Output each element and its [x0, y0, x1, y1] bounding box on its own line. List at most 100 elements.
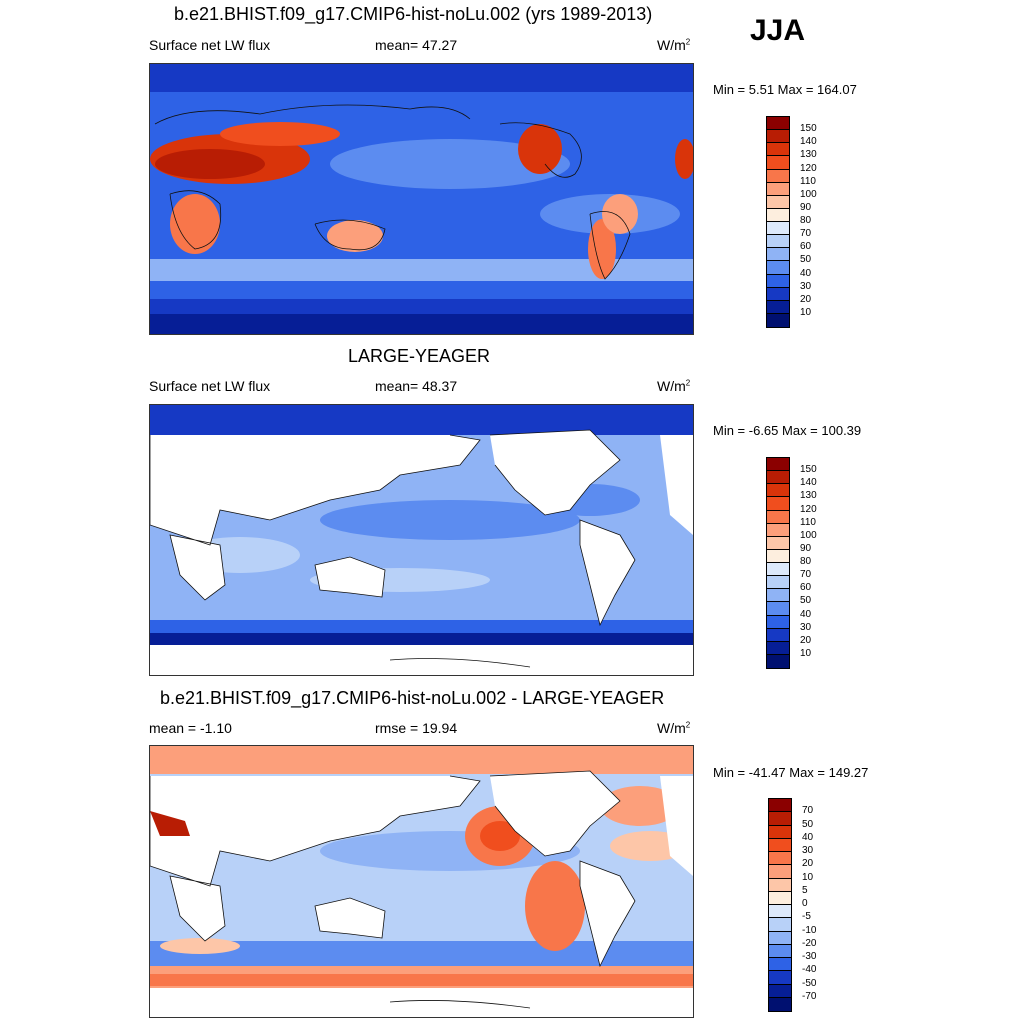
colorbar-swatch: [767, 497, 789, 511]
colorbar-tick-label: 130: [800, 149, 817, 161]
colorbar-swatch: [769, 931, 791, 945]
colorbar-swatch: [769, 852, 791, 866]
panel3-map-field: [150, 746, 693, 1017]
colorbar-swatch: [767, 641, 789, 655]
colorbar-tick-label: 40: [800, 267, 812, 279]
colorbar-swatch: [767, 261, 789, 275]
colorbar-tick-label: 140: [800, 136, 817, 148]
panel3-title: b.e21.BHIST.f09_g17.CMIP6-hist-noLu.002 …: [160, 688, 665, 708]
panel3-rmse: rmse = 19.94: [375, 720, 458, 736]
colorbar-swatch: [767, 182, 789, 196]
colorbar-swatch: [767, 484, 789, 498]
colorbar-tick-label: -30: [802, 951, 817, 962]
panel2-title: LARGE-YEAGER: [348, 346, 491, 366]
colorbar-swatch: [767, 576, 789, 590]
colorbar-tick-label: 150: [800, 123, 817, 135]
panel1-map: [149, 63, 694, 335]
colorbar-swatch: [769, 944, 791, 958]
colorbar-swatch: [769, 891, 791, 905]
colorbar-swatch: [767, 274, 789, 288]
panel2-units: W/m2: [657, 378, 691, 394]
colorbar-tick-label: 110: [800, 516, 816, 528]
colorbar-tick-label: -50: [802, 977, 817, 989]
colorbar-swatch: [767, 589, 789, 603]
colorbar-swatch: [767, 300, 789, 314]
colorbar-tick-label: 30: [800, 280, 812, 292]
colorbar-swatch: [767, 471, 789, 485]
colorbar-swatch: [769, 997, 791, 1011]
panel3-colorbar: 70 50 40 30 20 10 5 0 -5 -10 -20 -30 -40 -50 -70: [768, 798, 816, 1012]
colorbar-tick-label: 40: [800, 608, 812, 620]
colorbar-tick-label: 50: [800, 254, 812, 266]
panel2-map-field: [150, 405, 693, 675]
colorbar-swatch: [769, 865, 791, 879]
colorbar-swatch: [767, 458, 789, 472]
panel2-minmax: Min = -6.65 Max = 100.39: [713, 423, 862, 438]
colorbar-swatch: [769, 838, 791, 852]
colorbar-swatch: [767, 523, 789, 537]
panel2-mean: mean= 48.37: [375, 378, 458, 394]
colorbar-swatch: [767, 549, 789, 563]
colorbar-swatch: [767, 615, 789, 629]
colorbar-swatch: [769, 958, 791, 972]
colorbar-swatch: [767, 143, 789, 157]
colorbar-swatch: [767, 156, 789, 170]
colorbar-swatch: [769, 812, 791, 826]
colorbar-swatch: [769, 905, 791, 919]
panel3-map: [149, 745, 694, 1018]
panel1-variable: Surface net LW flux: [149, 37, 271, 53]
colorbar-swatch: [767, 313, 789, 327]
colorbar-swatch: [769, 984, 791, 998]
colorbar-tick-label: 40: [802, 831, 814, 843]
colorbar-swatch: [767, 222, 789, 236]
colorbar-swatch: [767, 602, 789, 616]
colorbar-tick-label: 50: [800, 595, 812, 607]
colorbar-tick-label: 100: [800, 188, 817, 200]
panel1-map-field: [150, 64, 693, 334]
colorbar-swatch: [767, 169, 789, 183]
colorbar-swatch: [767, 654, 789, 668]
colorbar-tick-label: 10: [800, 306, 812, 318]
panel3-mean: mean = -1.10: [149, 720, 232, 736]
colorbar-swatch: [767, 130, 789, 144]
panel3-units: W/m2: [657, 720, 691, 736]
colorbar-swatch: [769, 918, 791, 932]
colorbar-swatch: [767, 117, 789, 131]
colorbar-swatch: [767, 208, 789, 222]
panel1-mean: mean= 47.27: [375, 37, 458, 53]
colorbar-tick-label: -5: [802, 911, 811, 923]
colorbar-tick-label: 70: [802, 805, 814, 817]
colorbar-tick-label: 30: [800, 621, 812, 633]
panel1-title: b.e21.BHIST.f09_g17.CMIP6-hist-noLu.002 …: [174, 4, 653, 24]
panel2-variable: Surface net LW flux: [149, 378, 271, 394]
colorbar-tick-label: -40: [802, 964, 817, 976]
colorbar-swatch: [767, 195, 789, 209]
colorbar-tick-label: 50: [802, 818, 814, 830]
panel1-minmax: Min = 5.51 Max = 164.07: [713, 82, 857, 97]
colorbar-tick-label: 80: [800, 215, 812, 226]
colorbar-swatch: [767, 235, 789, 249]
colorbar-tick-label: 20: [800, 634, 812, 646]
colorbar-tick-label: 0: [802, 898, 808, 909]
colorbar-swatch: [767, 287, 789, 301]
colorbar-tick-label: 140: [800, 477, 817, 489]
panel1-units: W/m2: [657, 37, 691, 53]
panel2-map: [149, 404, 694, 676]
colorbar-tick-label: 90: [800, 201, 812, 213]
colorbar-tick-label: 20: [802, 858, 814, 870]
panel3-minmax: Min = -41.47 Max = 149.27: [713, 765, 869, 780]
colorbar-tick-label: 100: [800, 529, 817, 541]
colorbar-tick-label: -70: [802, 990, 817, 1002]
colorbar-swatch: [767, 248, 789, 262]
colorbar-tick-label: 120: [800, 503, 817, 515]
colorbar-swatch: [767, 536, 789, 550]
colorbar-tick-label: 90: [800, 542, 812, 554]
colorbar-tick-label: 60: [800, 241, 812, 253]
colorbar-tick-label: 70: [800, 228, 812, 240]
colorbar-tick-label: -10: [802, 924, 817, 936]
colorbar-tick-label: 110: [800, 175, 816, 187]
colorbar-tick-label: -20: [802, 937, 817, 949]
colorbar-swatch: [767, 563, 789, 577]
colorbar-tick-label: 70: [800, 569, 812, 581]
colorbar-tick-label: 20: [800, 293, 812, 305]
